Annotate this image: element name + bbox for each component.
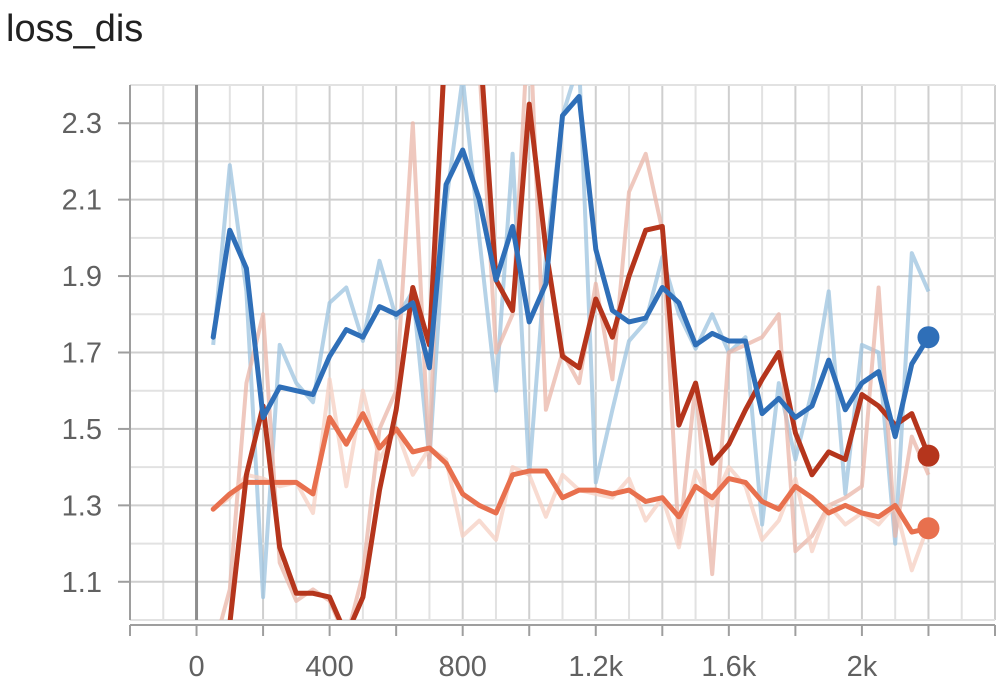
y-tick-label: 1.9: [62, 261, 102, 293]
y-tick-label: 1.7: [62, 338, 102, 370]
x-tick-label: 1.6k: [701, 651, 756, 683]
tick-labels: 0 400 800 1.2k 1.6k 2k 1.1 1.3 1.5 1.7 1.9 2.1 2.3: [62, 108, 878, 683]
chart-title: loss_dis: [6, 8, 144, 50]
end-markers: [917, 326, 940, 540]
x-tick-label: 1.2k: [568, 651, 623, 683]
y-tick-label: 2.1: [62, 185, 102, 217]
y-tick-label: 1.5: [62, 414, 102, 446]
x-tick-label: 400: [305, 651, 353, 683]
smoothed-line-0: [210, 94, 931, 440]
end-marker-0: [917, 326, 940, 349]
end-marker-1: [917, 444, 940, 467]
x-tick-label: 800: [438, 651, 486, 683]
series-layer: [210, 85, 931, 620]
x-tick-label: 0: [188, 651, 204, 683]
smoothed-line-2: [210, 411, 931, 535]
end-marker-2: [917, 517, 940, 540]
y-tick-label: 1.3: [62, 490, 102, 522]
raw-line-2: [212, 377, 931, 573]
x-tick-label: 2k: [847, 651, 878, 683]
smoothed-line-1: [227, 85, 931, 620]
raw-line-0: [211, 85, 931, 600]
y-tick-label: 1.1: [62, 567, 102, 599]
y-tick-label: 2.3: [62, 108, 102, 140]
axes: [118, 85, 996, 636]
